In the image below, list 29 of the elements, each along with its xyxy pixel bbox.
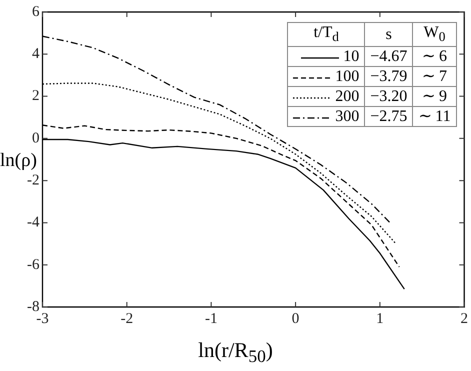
- x-tick-label: 2: [460, 310, 468, 327]
- annotation: W$_{0}$: [412, 22, 456, 47]
- x-tick-label: 0: [292, 310, 300, 327]
- y-tick-label: 2: [32, 88, 40, 104]
- y-tick-label: 4: [32, 46, 40, 62]
- annotation: −2.75: [364, 106, 413, 127]
- annotation: s: [364, 22, 413, 47]
- y-axis-title: ln(ρ): [0, 150, 37, 172]
- annotation: −4.67: [364, 46, 413, 67]
- annotation: ∼ 7: [412, 66, 456, 87]
- annotation: ∼ 9: [412, 86, 456, 107]
- annotation: −3.20: [364, 86, 413, 107]
- y-tick-label: -6: [26, 256, 40, 273]
- legend-label: 10: [288, 46, 365, 67]
- x-axis-title: ln(r/R$_{50}$): [197, 338, 274, 368]
- y-tick-label: -2: [26, 172, 40, 189]
- annotation: ∼ 6: [412, 46, 456, 67]
- annotation: ∼ 11: [412, 106, 456, 127]
- legend-label: 300: [288, 106, 365, 127]
- y-tick-label: 6: [32, 4, 40, 20]
- legend-label: 100: [288, 66, 365, 87]
- y-tick-label: -4: [26, 214, 40, 231]
- y-tick-label: 0: [32, 130, 40, 146]
- x-tick-label: -2: [120, 310, 134, 327]
- legend-title: t/T$_{d}$: [288, 22, 365, 47]
- x-tick-label: 1: [376, 310, 384, 327]
- annotation: −3.79: [364, 66, 413, 87]
- x-tick-label: -1: [204, 310, 218, 327]
- legend-label: 200: [288, 86, 365, 107]
